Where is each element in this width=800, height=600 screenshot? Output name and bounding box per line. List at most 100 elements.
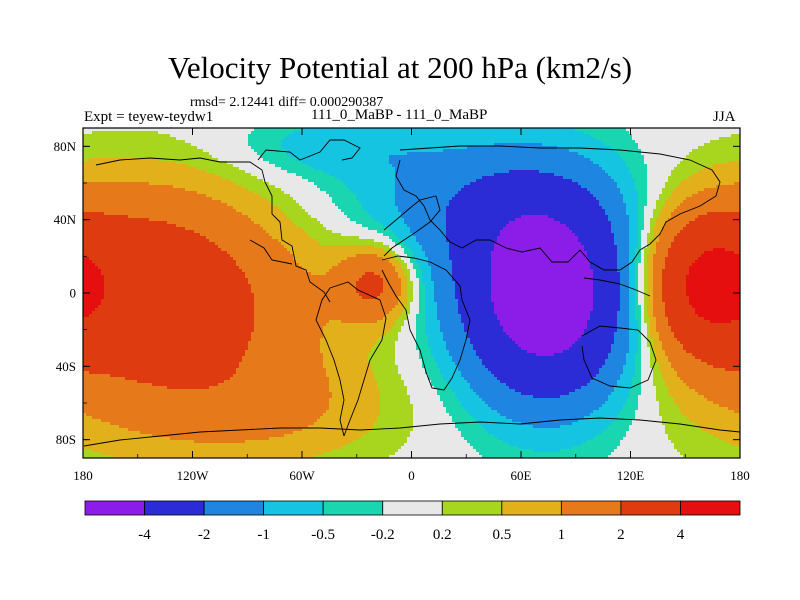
field-cell	[83, 446, 342, 450]
field-cell	[83, 227, 186, 231]
field-cell	[92, 131, 159, 135]
field-cell	[689, 302, 740, 306]
field-cell	[647, 269, 654, 273]
field-cell	[401, 239, 417, 243]
field-cell	[446, 215, 522, 219]
field-cell	[455, 281, 492, 285]
field-cell	[194, 230, 267, 234]
field-cell	[83, 422, 111, 426]
field-cell	[473, 389, 516, 393]
field-cell	[626, 434, 669, 438]
field-cell	[311, 215, 348, 219]
experiment-label: Expt = teyew-teydw1	[84, 109, 214, 125]
field-cell	[653, 299, 663, 303]
field-cell	[314, 422, 375, 426]
field-cell	[593, 269, 618, 273]
field-cell	[317, 218, 351, 222]
field-cell	[632, 173, 648, 177]
field-cell	[641, 152, 690, 156]
field-cell	[449, 200, 600, 204]
field-cell	[419, 299, 426, 303]
field-cell	[398, 332, 417, 336]
field-cell	[83, 212, 105, 216]
colorbar-label: -2	[198, 527, 211, 543]
field-cell	[293, 431, 369, 435]
field-cell	[482, 398, 609, 402]
field-cell	[449, 413, 471, 417]
field-cell	[521, 347, 570, 351]
field-cell	[461, 371, 492, 375]
field-cell	[629, 341, 639, 345]
field-cell	[419, 305, 426, 309]
field-cell	[614, 341, 630, 345]
field-cell	[431, 272, 453, 276]
field-cell	[101, 269, 243, 273]
field-cell	[626, 161, 645, 165]
coastline-south-america	[329, 281, 387, 437]
field-cell	[206, 236, 273, 240]
field-cell	[425, 296, 435, 300]
field-cell	[635, 182, 648, 186]
field-cell	[83, 158, 90, 162]
field-cell	[425, 368, 441, 372]
field-cell	[410, 434, 462, 438]
field-cell	[251, 290, 357, 294]
field-cell	[647, 311, 654, 315]
field-cell	[680, 182, 735, 186]
x-tick-label: 120E	[617, 468, 645, 483]
field-cell	[641, 149, 693, 153]
field-cell	[434, 287, 456, 291]
field-cell	[437, 302, 459, 306]
field-cell	[647, 173, 672, 177]
field-cell	[485, 428, 606, 432]
field-cell	[650, 329, 657, 333]
field-cell	[83, 335, 252, 339]
field-cell	[671, 242, 740, 246]
field-cell	[416, 326, 426, 330]
colorbar-box	[441, 500, 503, 516]
field-cell	[638, 218, 645, 222]
field-cell	[239, 365, 324, 369]
field-cell	[149, 182, 237, 186]
field-cell	[491, 260, 591, 264]
field-cell	[326, 374, 375, 378]
field-cell	[638, 215, 645, 219]
field-cell	[653, 263, 666, 267]
field-cell	[644, 296, 648, 300]
field-cell	[671, 194, 693, 198]
field-cell	[623, 407, 639, 411]
field-cell	[593, 308, 621, 312]
field-cell	[617, 245, 630, 249]
field-cell	[638, 350, 642, 354]
field-cell	[206, 194, 261, 198]
field-cell	[416, 272, 423, 276]
field-cell	[449, 203, 600, 207]
field-cell	[683, 344, 740, 348]
field-cell	[185, 140, 249, 144]
field-cell	[119, 425, 309, 429]
field-cell	[332, 197, 357, 201]
field-cell	[638, 266, 645, 270]
field-cell	[623, 200, 639, 204]
field-cell	[626, 401, 639, 405]
field-cell	[83, 197, 213, 201]
field-cell	[89, 314, 255, 318]
field-cell	[614, 419, 633, 423]
field-cell	[653, 308, 666, 312]
field-cell	[662, 281, 687, 285]
field-cell	[623, 371, 636, 375]
field-cell	[83, 410, 327, 414]
field-cell	[644, 266, 648, 270]
field-cell	[623, 158, 645, 162]
field-cell	[416, 257, 429, 261]
field-cell	[377, 230, 393, 234]
field-cell	[635, 290, 639, 294]
field-cell	[464, 329, 504, 333]
field-cell	[437, 389, 453, 393]
field-cell	[83, 320, 255, 324]
field-cell	[467, 146, 558, 150]
field-cell	[323, 365, 372, 369]
field-cell	[332, 200, 360, 204]
field-cell	[332, 395, 381, 399]
field-cell	[641, 323, 648, 327]
